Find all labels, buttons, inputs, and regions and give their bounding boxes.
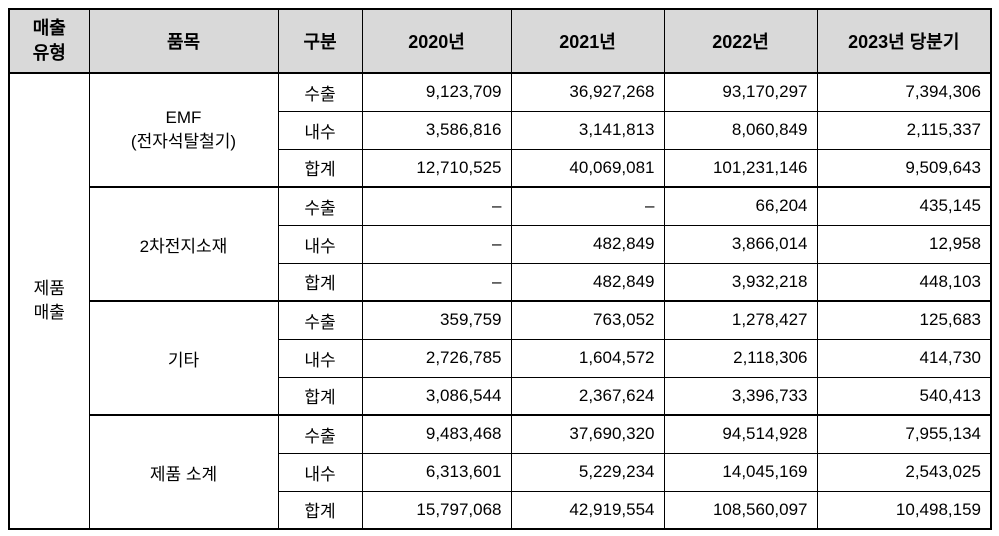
row-label-cell: 합계	[277, 148, 363, 188]
row-label-cell: 합계	[277, 262, 363, 302]
col-header-item: 품목	[88, 8, 279, 74]
table-row-other-domestic: 내수 2,726,785 1,604,572 2,118,306 414,730	[9, 338, 992, 378]
value-cell: 2,118,306	[663, 338, 818, 378]
value-cell: 9,483,468	[361, 414, 512, 454]
sales-type-cell: 제품 매출	[8, 72, 90, 530]
document-page: 매출 유형 품목 구분 2020년 2021년 2022년 2023년 당분기 …	[8, 8, 992, 530]
value-cell: 12,710,525	[361, 148, 512, 188]
value-cell: 125,683	[816, 300, 992, 340]
value-cell: 482,849	[510, 224, 665, 264]
value-cell: 2,543,025	[816, 452, 992, 492]
table-row-other-total: 합계 3,086,544 2,367,624 3,396,733 540,413	[9, 376, 992, 416]
value-cell: –	[361, 224, 512, 264]
col-header-sales-type: 매출 유형	[8, 8, 90, 74]
value-cell: 5,229,234	[510, 452, 665, 492]
col-header-year-2020: 2020년	[361, 8, 512, 74]
value-cell: 94,514,928	[663, 414, 818, 454]
value-cell: 9,123,709	[361, 72, 512, 112]
value-cell: 3,141,813	[510, 110, 665, 150]
value-cell: 3,086,544	[361, 376, 512, 416]
row-label-cell: 합계	[277, 490, 363, 530]
value-cell: 10,498,159	[816, 490, 992, 530]
table-row-subtotal-export: 제품 소계 수출 9,483,468 37,690,320 94,514,928…	[9, 414, 992, 530]
col-header-year-2023-quarter: 2023년 당분기	[816, 8, 992, 74]
table-row-emf-domestic: 내수 3,586,816 3,141,813 8,060,849 2,115,3…	[9, 110, 992, 150]
value-cell: 414,730	[816, 338, 992, 378]
value-cell: 37,690,320	[510, 414, 665, 454]
value-cell: –	[510, 186, 665, 226]
value-cell: 3,586,816	[361, 110, 512, 150]
value-cell: 3,396,733	[663, 376, 818, 416]
value-cell: 3,866,014	[663, 224, 818, 264]
value-cell: 7,955,134	[816, 414, 992, 454]
value-cell: 2,367,624	[510, 376, 665, 416]
value-cell: 482,849	[510, 262, 665, 302]
row-label-cell: 내수	[277, 110, 363, 150]
value-cell: 15,797,068	[361, 490, 512, 530]
row-label-cell: 내수	[277, 452, 363, 492]
header-row: 매출 유형 품목 구분 2020년 2021년 2022년 2023년 당분기	[8, 8, 992, 74]
item-cell-product-subtotal: 제품 소계	[88, 414, 279, 530]
value-cell: 12,958	[816, 224, 992, 264]
value-cell: 8,060,849	[663, 110, 818, 150]
item-cell-other: 기타	[88, 300, 279, 416]
value-cell: –	[361, 186, 512, 226]
value-cell: 448,103	[816, 262, 992, 302]
value-cell: 101,231,146	[663, 148, 818, 188]
row-label-cell: 수출	[277, 414, 363, 454]
table-row-emf-total: 합계 12,710,525 40,069,081 101,231,146 9,5…	[9, 148, 992, 188]
value-cell: 93,170,297	[663, 72, 818, 112]
value-cell: 108,560,097	[663, 490, 818, 530]
value-cell: 1,278,427	[663, 300, 818, 340]
row-label-cell: 수출	[277, 186, 363, 226]
value-cell: –	[361, 262, 512, 302]
table-row-emf-export: 제품 매출 EMF (전자석탈철기) 수출 9,123,709 36,927,2…	[8, 72, 992, 530]
value-cell: 66,204	[663, 186, 818, 226]
table-row-battery-total: 합계 – 482,849 3,932,218 448,103	[9, 262, 992, 302]
col-header-year-2021: 2021년	[510, 8, 665, 74]
sales-by-product-table: 매출 유형 품목 구분 2020년 2021년 2022년 2023년 당분기 …	[8, 8, 992, 530]
item-cell-battery-material: 2차전지소재	[88, 186, 279, 302]
row-label-cell: 수출	[277, 300, 363, 340]
item-cell-emf: EMF (전자석탈철기)	[88, 72, 279, 188]
table-row-subtotal-domestic: 내수 6,313,601 5,229,234 14,045,169 2,543,…	[9, 452, 992, 492]
table-row-other-export: 기타 수출 359,759 763,052 1,278,427 125,683	[9, 300, 992, 416]
value-cell: 9,509,643	[816, 148, 992, 188]
col-header-division: 구분	[277, 8, 363, 74]
value-cell: 540,413	[816, 376, 992, 416]
value-cell: 3,932,218	[663, 262, 818, 302]
value-cell: 36,927,268	[510, 72, 665, 112]
value-cell: 6,313,601	[361, 452, 512, 492]
table-row-battery-export: 2차전지소재 수출 – – 66,204 435,145	[9, 186, 992, 302]
value-cell: 40,069,081	[510, 148, 665, 188]
value-cell: 1,604,572	[510, 338, 665, 378]
value-cell: 7,394,306	[816, 72, 992, 112]
row-label-cell: 내수	[277, 338, 363, 378]
value-cell: 14,045,169	[663, 452, 818, 492]
value-cell: 2,726,785	[361, 338, 512, 378]
row-label-cell: 수출	[277, 72, 363, 112]
row-label-cell: 내수	[277, 224, 363, 264]
col-header-year-2022: 2022년	[663, 8, 818, 74]
value-cell: 42,919,554	[510, 490, 665, 530]
table-row-subtotal-total: 합계 15,797,068 42,919,554 108,560,097 10,…	[9, 490, 992, 530]
value-cell: 359,759	[361, 300, 512, 340]
row-label-cell: 합계	[277, 376, 363, 416]
value-cell: 2,115,337	[816, 110, 992, 150]
value-cell: 435,145	[816, 186, 992, 226]
value-cell: 763,052	[510, 300, 665, 340]
